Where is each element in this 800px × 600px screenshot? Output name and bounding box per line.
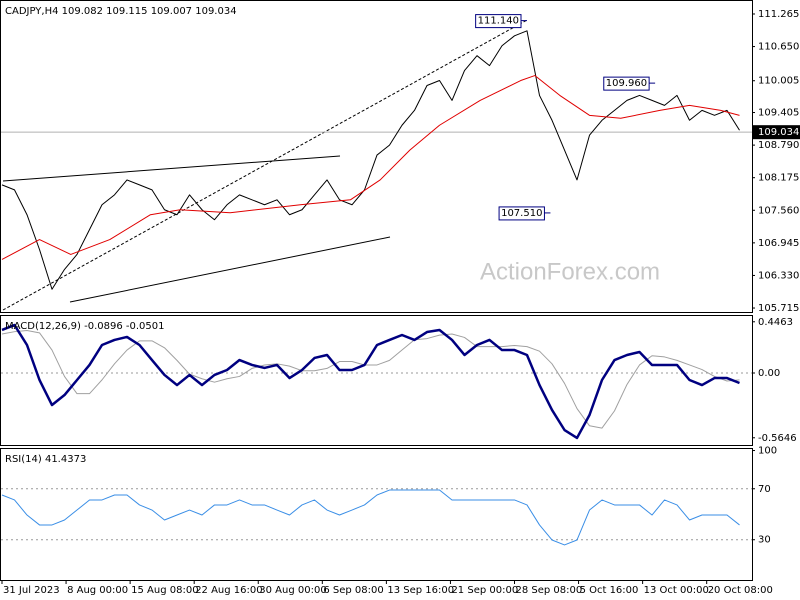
y-tick-label: 109.405: [758, 108, 799, 119]
y-tick-label: 107.560: [758, 205, 799, 216]
series-line: [1, 330, 740, 429]
trend-line: [69, 236, 391, 303]
panel-title: RSI(14) 41.4373: [5, 454, 86, 465]
series-line: [1, 30, 740, 290]
y-tick-label: 0.4463: [758, 317, 793, 328]
y-tick-label: 108.175: [758, 173, 799, 184]
x-tick-label: 8 Aug 00:00: [67, 585, 128, 596]
y-tick-label: 111.265: [758, 9, 799, 20]
y-tick-label: 100: [758, 446, 777, 457]
y-tick-label: 70: [758, 484, 771, 495]
series-line: [1, 75, 740, 260]
y-tick-label: 30: [758, 535, 771, 546]
price-panel: [0, 0, 753, 313]
panel-title: CADJPY,H4 109.082 109.115 109.007 109.03…: [5, 6, 237, 17]
y-tick-label: 105.715: [758, 303, 799, 314]
annotation-label: 107.510: [501, 208, 542, 219]
x-tick-label: 31 Jul 2023: [3, 585, 60, 596]
rsi-panel: [0, 448, 753, 581]
last-price-label: 109.034: [758, 127, 799, 138]
x-tick-label: 20 Oct 08:00: [708, 585, 773, 596]
trend-line: [2, 19, 528, 311]
y-tick-label: 0.00: [758, 368, 780, 379]
x-tick-label: 15 Aug 08:00: [131, 585, 198, 596]
trend-line: [2, 155, 341, 182]
y-tick-label: 110.005: [758, 76, 799, 87]
y-tick-label: 106.330: [758, 270, 799, 281]
x-tick-label: 13 Oct 00:00: [644, 585, 709, 596]
y-tick-label: 108.790: [758, 140, 799, 151]
y-tick-label: -0.5646: [758, 433, 797, 444]
x-tick-label: 30 Aug 00:00: [259, 585, 326, 596]
macd-panel: [0, 315, 753, 446]
panel-title: MACD(12,26,9) -0.0896 -0.0501: [5, 321, 165, 332]
watermark: ActionForex.com: [480, 258, 660, 285]
series-line: [1, 489, 740, 546]
x-tick-label: 13 Sep 16:00: [387, 585, 454, 596]
annotation-label: 109.960: [606, 78, 647, 89]
x-tick-label: 28 Sep 08:00: [516, 585, 583, 596]
x-tick-label: 22 Aug 16:00: [195, 585, 262, 596]
y-tick-label: 106.945: [758, 238, 799, 249]
series-line: [1, 323, 740, 440]
annotation-label: 111.140: [478, 16, 519, 27]
x-tick-label: 21 Sep 00:00: [451, 585, 518, 596]
last-price-box: [753, 125, 800, 140]
y-tick-label: 110.650: [758, 42, 799, 53]
x-tick-label: 6 Sep 08:00: [323, 585, 383, 596]
x-tick-label: 5 Oct 16:00: [580, 585, 639, 596]
